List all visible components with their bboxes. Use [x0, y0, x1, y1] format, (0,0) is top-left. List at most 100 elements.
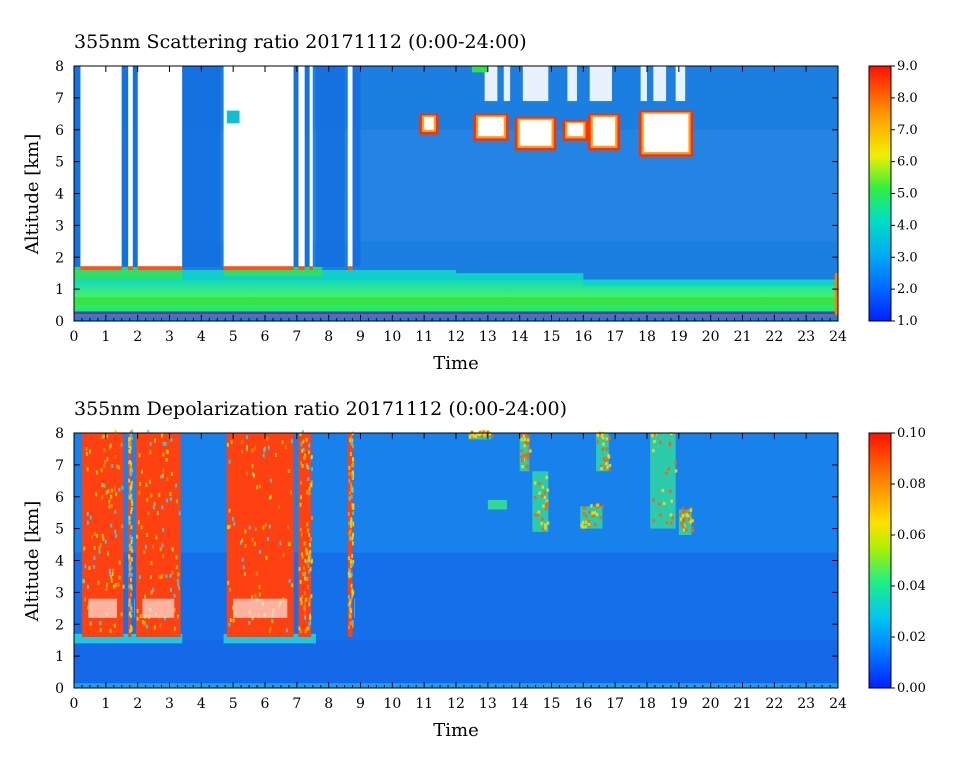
cloud-speckle	[674, 461, 678, 465]
cloud-speckle	[160, 474, 163, 479]
cloud-layer	[487, 499, 507, 510]
cloud-speckle	[347, 595, 350, 599]
cloud-core	[134, 598, 135, 618]
cloud-speckle	[106, 434, 108, 439]
cloud-speckle	[120, 612, 123, 617]
cloud-speckle	[264, 522, 267, 527]
cloud-speckle	[303, 591, 306, 595]
cloud-speckle	[85, 447, 88, 452]
cloud-speckle	[130, 484, 133, 489]
cloud-speckle	[592, 514, 595, 518]
cloud-speckle	[301, 448, 304, 453]
cloud-speckle	[100, 468, 103, 473]
cloud-speckle	[128, 449, 131, 454]
cloud-speckle	[350, 482, 353, 487]
cloud-speckle	[269, 494, 272, 499]
cloud-speckle	[534, 495, 537, 500]
y-tick-label: 0	[55, 681, 64, 697]
cloud-speckle	[111, 572, 114, 577]
cloud-speckle	[349, 452, 352, 456]
cloud-speckle	[108, 504, 111, 509]
cloud-speckle	[681, 525, 685, 529]
cloud-speckle	[95, 470, 98, 475]
cloud-speckle	[241, 449, 244, 454]
cloud-speckle	[164, 616, 166, 621]
cloud-speckle	[665, 521, 669, 525]
cloud-speckle	[98, 546, 101, 550]
cloud-speckle	[351, 489, 354, 494]
y-tick-label: 7	[55, 91, 64, 107]
cloud-speckle	[352, 457, 354, 462]
cloud-speckle	[241, 557, 244, 562]
cloud-speckle	[230, 440, 233, 445]
cloud-speckle	[110, 523, 113, 528]
cloud-speckle	[352, 521, 355, 526]
cloud-speckle	[298, 626, 301, 631]
cloud-speckle	[600, 466, 603, 471]
cloud-speckle	[95, 492, 98, 497]
y-tick-label: 6	[55, 123, 64, 139]
cloud-speckle	[350, 620, 353, 625]
cloud-speckle	[228, 508, 231, 513]
background-band	[74, 552, 838, 561]
cloud-speckle	[593, 511, 597, 515]
cloud-speckle	[534, 513, 537, 517]
cloud-speckle	[162, 452, 165, 457]
cloud-core	[88, 598, 117, 618]
cloud-speckle	[258, 549, 261, 554]
cloud-speckle	[685, 513, 688, 517]
cloud-speckle	[307, 450, 310, 455]
x-tick-label: 6	[261, 696, 270, 712]
background-band	[74, 648, 838, 657]
x-tick-label: 16	[574, 329, 592, 345]
cloud-speckle	[122, 584, 125, 589]
cloud-speckle	[130, 472, 133, 477]
saturated-cloud	[223, 66, 294, 267]
cloud-speckle	[348, 479, 351, 483]
x-tick-label: 14	[511, 329, 529, 345]
cloud-speckle	[233, 521, 236, 526]
cloud-speckle	[349, 614, 352, 619]
cloud-speckle	[103, 483, 106, 488]
cloud-speckle	[299, 629, 302, 634]
cloud-speckle	[527, 447, 531, 451]
cloud-speckle	[588, 510, 592, 514]
cloud-speckle	[255, 571, 258, 576]
cloud-layer	[650, 433, 676, 529]
cloud-speckle	[290, 490, 292, 495]
colorbar-ticks: 0.00 0.02 0.04 0.06 0.08 0.10	[891, 426, 926, 696]
cloud-speckle	[596, 505, 600, 509]
x-tick-label: 18	[638, 329, 656, 345]
cloud-speckle	[310, 455, 313, 459]
cloud-speckle	[481, 430, 485, 434]
cloud-speckle	[301, 464, 304, 468]
upper-cloud	[522, 66, 549, 102]
cloud-speckle	[177, 582, 180, 587]
colorbar-tick-label: 9.0	[897, 59, 918, 74]
cloud-speckle	[348, 601, 351, 606]
cloud-speckle	[301, 552, 303, 557]
cloud-speckle	[307, 563, 310, 568]
cloud-speckle	[651, 433, 654, 438]
cloud-speckle	[352, 590, 355, 595]
cloud-speckle	[109, 628, 112, 633]
x-axis: 0 1 2 3 4 5 6 7 8 9 10 11 12 13 14 15 16 17 18 19 20 21 22 23 24	[70, 433, 847, 712]
cloud-speckle	[150, 493, 153, 498]
cloud-speckle	[103, 464, 106, 468]
cloud-speckle	[347, 556, 350, 561]
cloud-speckle	[308, 542, 311, 547]
cloud-speckle	[130, 499, 133, 503]
cloud-speckle	[350, 609, 353, 614]
cloud-speckle	[128, 478, 131, 483]
cloud-speckle	[519, 433, 523, 438]
cloud-speckle	[265, 555, 268, 560]
cloud-speckle	[600, 434, 604, 438]
cloud-speckle	[128, 515, 131, 520]
y-tick-label: 8	[55, 426, 64, 442]
cloud-speckle	[165, 574, 168, 579]
cloud-speckle	[472, 434, 476, 438]
cloud-speckle	[229, 618, 232, 623]
cloud-speckle	[226, 442, 229, 447]
y-tick-label: 3	[55, 585, 64, 601]
y-tick-label: 2	[55, 617, 64, 633]
